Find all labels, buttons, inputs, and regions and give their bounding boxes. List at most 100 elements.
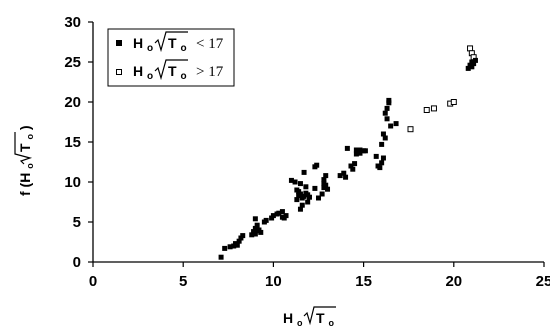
y-axis-label: f (H o T o ) — [14, 125, 36, 196]
y-label-radsub: o — [25, 134, 35, 140]
legend-radsub: o — [180, 71, 186, 82]
data-point-filled — [344, 145, 350, 151]
data-point-filled — [234, 242, 240, 248]
data-point-filled — [465, 65, 471, 71]
data-point-filled — [301, 193, 307, 199]
sqrt-sign-icon — [303, 306, 336, 326]
axes — [88, 21, 545, 267]
x-label-sub: o — [297, 318, 303, 328]
data-point-filled — [218, 254, 224, 260]
data-point-filled — [279, 209, 285, 215]
svg-text:H o: H o — [133, 63, 153, 82]
data-point-open — [423, 107, 430, 113]
legend: H o T o < 17 H o T o > 17 — [107, 28, 235, 87]
data-point-filled — [276, 210, 282, 216]
sqrt-sign-icon — [154, 59, 188, 81]
data-point-filled — [373, 153, 379, 159]
data-point-filled — [270, 213, 276, 219]
data-point-filled — [249, 232, 255, 238]
data-point-filled — [384, 105, 390, 111]
data-point-filled — [305, 199, 311, 205]
legend-marker-filled-square — [116, 40, 122, 46]
x-label-rad: T — [316, 310, 325, 326]
data-point-filled — [222, 245, 228, 251]
x-tick-label: 15 — [355, 273, 372, 290]
data-point-filled — [362, 148, 368, 154]
data-point-filled — [306, 194, 312, 200]
legend-entry-below-17: H o T o < 17 — [116, 31, 224, 54]
data-point-filled — [472, 57, 478, 63]
data-point-filled — [258, 229, 264, 235]
data-point-filled — [352, 161, 358, 167]
legend-threshold: < 17 — [196, 36, 224, 52]
x-tick-label: 20 — [445, 273, 462, 290]
svg-text:f (H o: f (H o — [17, 163, 35, 196]
data-point-filled — [323, 182, 329, 188]
legend-main: H — [133, 63, 143, 79]
data-point-filled — [386, 97, 392, 103]
x-tick-label: 10 — [265, 273, 282, 290]
y-tick-label: 0 — [73, 254, 81, 271]
data-point-filled — [312, 185, 318, 191]
x-axis-label: H o T o — [283, 306, 336, 328]
data-point-filled — [297, 181, 303, 187]
svg-text:T o ): T o ) — [17, 125, 36, 152]
y-label-close: ) — [17, 125, 33, 130]
data-point-filled — [343, 174, 349, 180]
data-point-filled — [227, 244, 233, 250]
data-point-filled — [380, 131, 386, 137]
data-point-filled — [283, 213, 289, 219]
data-point-filled — [393, 121, 399, 127]
legend-box — [107, 28, 235, 87]
legend-main: H — [133, 35, 143, 51]
data-point-filled — [384, 116, 390, 122]
data-point-filled — [469, 64, 475, 70]
data-point-filled — [236, 238, 242, 244]
data-point-filled — [303, 184, 309, 190]
sqrt-sign-icon — [154, 31, 188, 53]
data-point-filled — [357, 150, 363, 156]
legend-radsub: o — [180, 43, 186, 54]
y-tick-label: 20 — [64, 94, 81, 111]
data-point-filled — [379, 141, 385, 147]
legend-threshold: > 17 — [196, 64, 224, 80]
y-tick-label: 15 — [64, 134, 81, 151]
svg-text:H o: H o — [283, 310, 303, 328]
legend-sub: o — [147, 43, 153, 54]
data-point-filled — [299, 202, 305, 208]
x-label-main: H — [283, 310, 293, 326]
data-point-filled — [325, 186, 331, 192]
data-point-filled — [323, 173, 329, 179]
legend-rad: T — [168, 35, 177, 51]
data-point-filled — [348, 163, 354, 169]
x-tick-label: 25 — [536, 273, 550, 290]
y-tick-label: 30 — [64, 14, 81, 31]
data-point-filled — [382, 110, 388, 116]
x-tick-label: 0 — [89, 273, 97, 290]
y-label-main: f (H — [17, 173, 33, 196]
data-point-open — [450, 99, 457, 105]
data-point-filled — [350, 166, 356, 172]
data-point-filled — [314, 162, 320, 168]
legend-marker-open-square — [116, 69, 122, 75]
y-tick-label: 25 — [64, 54, 81, 71]
data-point-filled — [297, 206, 303, 212]
legend-rad: T — [168, 63, 177, 79]
y-label-rad: T — [17, 143, 33, 152]
svg-text:T o: T o — [168, 63, 187, 82]
data-point-filled — [380, 155, 386, 161]
data-point-filled — [388, 123, 394, 129]
data-point-filled — [379, 160, 385, 166]
y-tick-label: 10 — [64, 174, 81, 191]
data-point-open — [430, 105, 437, 112]
x-label-radsub: o — [328, 318, 334, 328]
data-point-filled — [471, 61, 477, 67]
data-point-filled — [321, 177, 327, 183]
data-point-open — [407, 126, 414, 133]
data-point-filled — [382, 135, 388, 141]
data-point-filled — [252, 216, 258, 222]
data-point-filled — [252, 231, 258, 237]
data-point-filled — [316, 195, 321, 201]
svg-text:H o: H o — [133, 35, 153, 54]
